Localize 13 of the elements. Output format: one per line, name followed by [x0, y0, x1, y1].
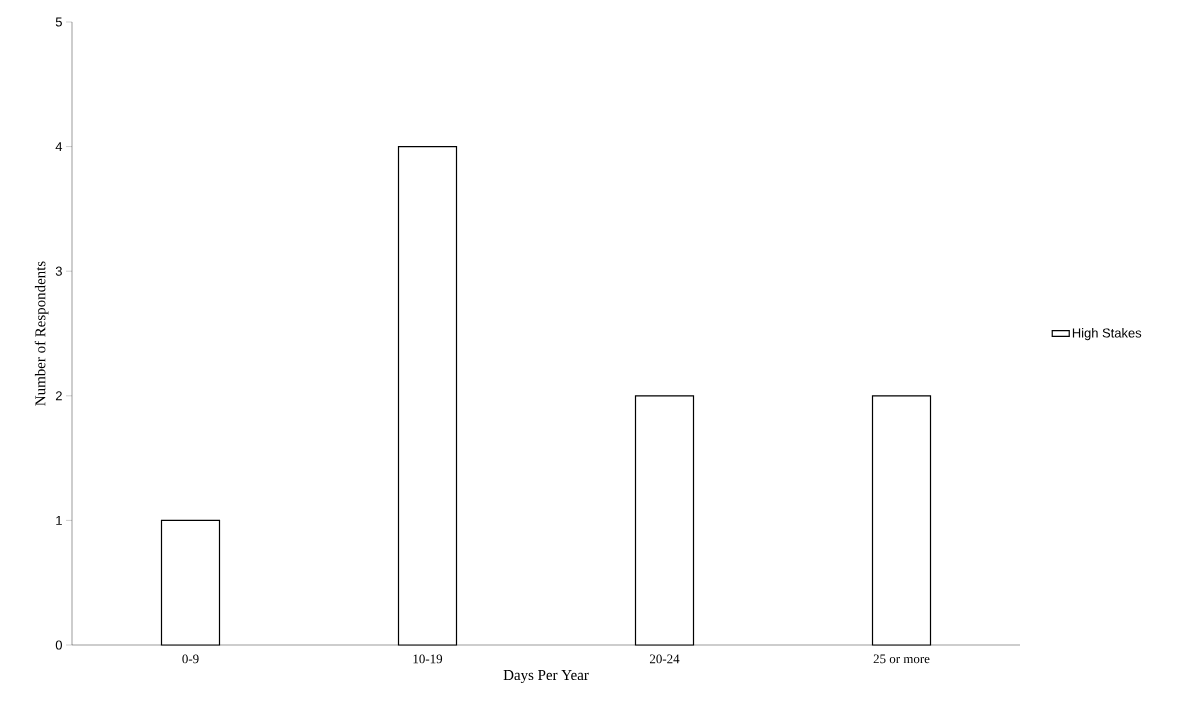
- legend-label: High Stakes: [1072, 328, 1142, 341]
- y-tick-label: 5: [55, 17, 62, 27]
- x-axis-title: Days Per Year: [503, 670, 589, 684]
- x-tick-label: 10-19: [413, 654, 443, 664]
- y-tick-label: 3: [55, 266, 62, 276]
- x-tick-label: 20-24: [649, 654, 680, 664]
- x-tick-label: 0-9: [182, 654, 199, 664]
- y-tick-label: 4: [55, 142, 63, 152]
- y-axis-title: Number of Respondents: [34, 261, 49, 406]
- x-tick-label: 25 or more: [873, 654, 930, 664]
- y-tick-label: 1: [56, 515, 62, 525]
- y-tick-label: 0: [55, 640, 62, 650]
- y-tick-label: 2: [55, 391, 62, 401]
